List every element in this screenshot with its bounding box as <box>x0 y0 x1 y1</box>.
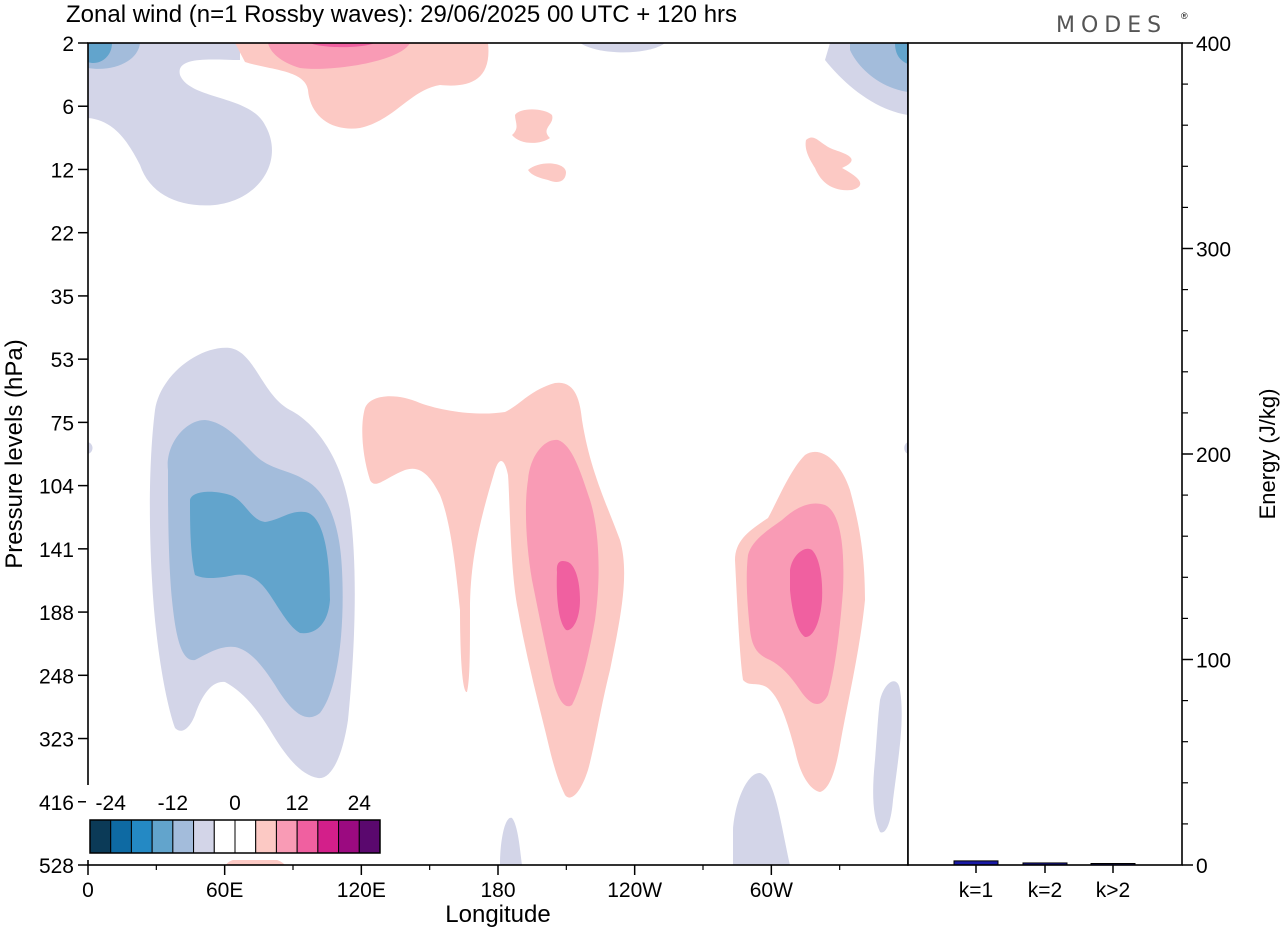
colorbar-swatch <box>255 819 277 854</box>
colorbar-label: -12 <box>158 792 188 815</box>
pressure-tick-label: 141 <box>39 539 74 562</box>
pressure-tick-label: 22 <box>51 223 74 246</box>
colorbar-swatch <box>296 819 319 854</box>
pressure-tick-label: 416 <box>39 792 74 815</box>
energy-tick-label: 0 <box>1196 855 1208 878</box>
wavenumber-axis: k=1 k=2 k>2 <box>959 865 1130 902</box>
longitude-tick-label: 120W <box>607 879 662 902</box>
pressure-tick-label: 12 <box>51 159 74 182</box>
wavenumber-label: k=1 <box>959 879 993 902</box>
energy-tick-label: 100 <box>1196 650 1231 673</box>
colorbar-swatch <box>275 819 298 854</box>
colorbar-legend: -24 -12 0 12 24 <box>86 785 384 860</box>
colorbar-swatch <box>338 819 360 854</box>
contour-neg-upper-left <box>88 43 272 206</box>
longitude-axis-label: Longitude <box>445 901 550 928</box>
colorbar-swatch <box>213 819 236 854</box>
pressure-axis-label: Pressure levels (hPa) <box>1 339 28 568</box>
longitude-tick-label: 60W <box>750 879 793 902</box>
energy-tick-label: 300 <box>1196 239 1231 262</box>
pressure-tick-label: 248 <box>39 665 74 688</box>
colorbar-label: 24 <box>348 792 372 815</box>
energy-axis: 0 100 200 300 400 <box>1182 33 1231 878</box>
pressure-tick-label: 75 <box>51 412 74 435</box>
longitude-axis: 0 60E 120E 180 120W 60W <box>82 865 841 902</box>
wavenumber-label: k>2 <box>1096 879 1130 902</box>
colorbar-swatch <box>234 819 257 854</box>
wavenumber-label: k=2 <box>1028 879 1062 902</box>
colorbar-swatch <box>193 819 215 854</box>
colorbar-swatch <box>172 819 195 854</box>
colorbar-swatch <box>130 819 153 854</box>
energy-tick-label: 200 <box>1196 444 1231 467</box>
longitude-tick-label: 120E <box>337 879 386 902</box>
pressure-axis: 2 6 12 22 35 53 75 104 141 188 248 323 416 528 <box>39 33 88 878</box>
pressure-tick-label: 2 <box>62 33 74 56</box>
energy-bar-chart: 0 100 200 300 400 k=1 k=2 k>2 Energy (J/kg) <box>907 33 1280 902</box>
energy-tick-label: 400 <box>1196 33 1231 56</box>
colorbar-swatch <box>110 819 132 854</box>
colorbar-label: 0 <box>229 792 241 815</box>
pressure-tick-label: 6 <box>62 96 74 119</box>
longitude-tick-label: 0 <box>82 879 94 902</box>
longitude-tick-label: 180 <box>480 879 515 902</box>
pressure-tick-label: 104 <box>39 476 74 499</box>
modes-logo: MODES <box>1056 13 1167 38</box>
colorbar-swatch <box>89 819 112 854</box>
colorbar-swatch <box>358 819 381 854</box>
pressure-tick-label: 323 <box>39 729 74 752</box>
chart-title: Zonal wind (n=1 Rossby waves): 29/06/202… <box>66 1 737 28</box>
longitude-tick-label: 60E <box>206 879 243 902</box>
pressure-tick-label: 35 <box>51 286 74 309</box>
colorbar-frame <box>89 819 381 854</box>
colorbar-label: -24 <box>96 792 127 815</box>
modes-registered-mark: ® <box>1181 11 1188 21</box>
colorbar-swatch <box>151 819 174 854</box>
energy-axis-label: Energy (J/kg) <box>1255 389 1280 520</box>
colorbar-swatch <box>317 819 340 854</box>
contour-plot: 2 6 12 22 35 53 75 104 141 188 248 323 416 528 0 60E 12… <box>1 33 909 928</box>
pressure-tick-label: 188 <box>39 602 74 625</box>
pressure-tick-label: 528 <box>39 855 74 878</box>
colorbar-label: 12 <box>285 792 308 815</box>
pressure-tick-label: 53 <box>51 349 74 372</box>
